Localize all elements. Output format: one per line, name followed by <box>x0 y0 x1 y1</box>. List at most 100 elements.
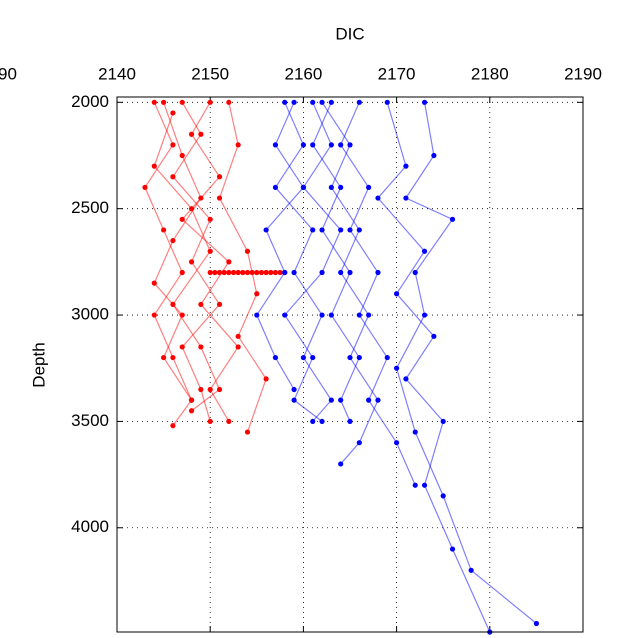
data-point <box>216 174 223 180</box>
data-point <box>468 567 474 573</box>
profile-line <box>321 101 379 465</box>
data-point <box>291 397 297 403</box>
plot-frame <box>116 96 584 633</box>
data-point <box>151 163 157 169</box>
data-point <box>356 99 362 105</box>
data-point <box>421 312 428 318</box>
data-point <box>161 354 167 361</box>
data-point <box>421 482 428 488</box>
data-point <box>207 269 213 276</box>
data-point <box>291 269 297 276</box>
data-point <box>207 418 213 425</box>
data-point <box>207 248 213 254</box>
data-point <box>272 269 279 276</box>
data-point <box>282 312 288 318</box>
data-point <box>533 620 540 627</box>
data-point <box>170 110 176 116</box>
data-point <box>221 269 227 276</box>
profile-line <box>153 112 221 412</box>
profile-line <box>144 102 193 401</box>
data-point <box>356 440 362 446</box>
data-point <box>188 397 195 403</box>
data-point <box>300 184 306 191</box>
data-point <box>179 152 185 159</box>
data-point <box>366 184 372 191</box>
data-point <box>291 386 297 393</box>
data-point <box>347 142 353 148</box>
data-point <box>449 546 456 552</box>
data-point <box>235 269 241 276</box>
clipped-label: 90 <box>0 64 17 83</box>
data-point <box>338 269 344 276</box>
data-point <box>216 301 223 308</box>
data-point <box>244 248 251 254</box>
data-point <box>366 312 372 318</box>
data-point <box>151 312 157 318</box>
profile-line <box>256 102 305 390</box>
data-point <box>226 269 232 276</box>
data-point <box>151 280 157 286</box>
data-point <box>216 386 223 393</box>
data-point <box>226 259 232 265</box>
data-point <box>412 269 418 276</box>
data-point <box>240 269 246 276</box>
data-point <box>188 131 195 137</box>
data-point <box>207 216 213 222</box>
data-point <box>431 333 437 339</box>
data-point <box>412 429 418 435</box>
x-tick-label: 2140 <box>98 64 136 83</box>
data-point <box>254 312 260 318</box>
data-point <box>356 227 362 233</box>
data-point <box>403 376 409 382</box>
data-point <box>216 195 223 201</box>
data-point <box>179 269 185 276</box>
data-point <box>310 227 316 233</box>
x-tick-label: 2150 <box>191 64 229 83</box>
data-point <box>235 344 241 350</box>
data-point <box>249 269 255 276</box>
data-point <box>161 227 167 233</box>
data-point <box>338 142 344 148</box>
data-point <box>244 269 251 276</box>
data-point <box>440 493 446 499</box>
data-point <box>394 365 400 371</box>
data-point <box>356 312 362 318</box>
data-point <box>356 354 362 361</box>
data-point <box>198 386 204 393</box>
data-point <box>226 418 232 425</box>
data-point <box>338 227 344 233</box>
x-tick-label: 2160 <box>284 64 322 83</box>
y-tick-label: 3000 <box>71 305 109 324</box>
data-point <box>375 195 381 201</box>
data-point <box>347 354 353 361</box>
y-tick-label: 2500 <box>71 198 109 217</box>
data-point <box>310 99 316 105</box>
data-point <box>170 174 176 180</box>
data-point <box>431 152 437 159</box>
x-tick-label: 2190 <box>564 64 602 83</box>
data-point <box>272 142 279 148</box>
data-point <box>170 301 176 308</box>
data-point <box>188 259 195 265</box>
data-point <box>338 397 344 403</box>
data-point <box>263 376 269 382</box>
data-point <box>338 184 344 191</box>
data-point <box>272 184 279 191</box>
x-tick-label: 2180 <box>471 64 509 83</box>
data-point <box>179 99 185 105</box>
data-point <box>421 248 428 254</box>
data-point <box>188 206 195 212</box>
data-point <box>328 184 334 191</box>
data-point <box>198 131 204 137</box>
data-point <box>170 237 176 244</box>
data-point <box>170 354 176 361</box>
data-point <box>291 99 297 105</box>
data-point <box>179 216 185 222</box>
data-point <box>212 269 218 276</box>
data-point <box>230 269 237 276</box>
profile-line <box>339 102 416 486</box>
data-point <box>328 99 334 105</box>
data-point <box>319 269 325 276</box>
